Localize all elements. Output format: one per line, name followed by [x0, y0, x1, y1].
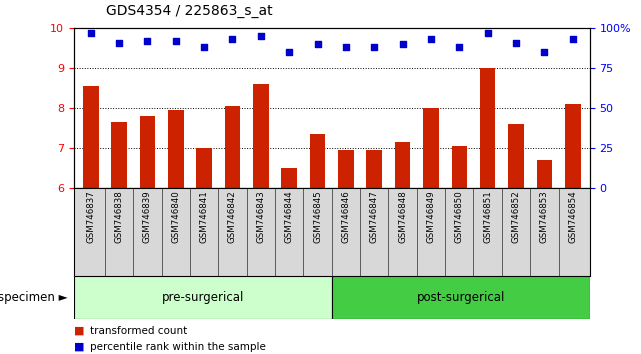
Text: ■: ■: [74, 342, 84, 352]
Point: [511, 40, 521, 46]
Text: GSM746848: GSM746848: [398, 190, 407, 243]
Text: GSM746851: GSM746851: [483, 190, 492, 243]
Bar: [480, 68, 495, 188]
Point: [397, 41, 408, 47]
Bar: [140, 116, 155, 188]
Bar: [395, 142, 410, 188]
Bar: [112, 122, 127, 188]
Bar: [83, 86, 99, 188]
Bar: [332, 276, 590, 319]
Point: [454, 45, 465, 50]
Text: GSM746843: GSM746843: [256, 190, 265, 243]
Point: [341, 45, 351, 50]
Point: [228, 37, 238, 42]
Bar: [565, 104, 581, 188]
Bar: [451, 146, 467, 188]
Text: GSM746846: GSM746846: [342, 190, 351, 243]
Bar: [338, 150, 354, 188]
Bar: [423, 108, 438, 188]
Bar: [281, 168, 297, 188]
Text: ■: ■: [74, 326, 84, 336]
Bar: [310, 134, 326, 188]
Text: percentile rank within the sample: percentile rank within the sample: [90, 342, 265, 352]
Text: GSM746837: GSM746837: [87, 190, 96, 243]
Bar: [367, 150, 382, 188]
Point: [86, 30, 96, 36]
Text: GSM746840: GSM746840: [171, 190, 180, 243]
Text: GSM746842: GSM746842: [228, 190, 237, 243]
Point: [171, 38, 181, 44]
Bar: [225, 106, 240, 188]
Text: transformed count: transformed count: [90, 326, 187, 336]
Point: [312, 41, 322, 47]
Text: specimen ►: specimen ►: [0, 291, 67, 304]
Text: GSM746845: GSM746845: [313, 190, 322, 243]
Text: pre-surgerical: pre-surgerical: [162, 291, 244, 304]
Point: [483, 30, 493, 36]
Point: [114, 40, 124, 46]
Text: GSM746849: GSM746849: [426, 190, 435, 243]
Text: GSM746852: GSM746852: [512, 190, 520, 243]
Point: [284, 50, 294, 55]
Text: GSM746839: GSM746839: [143, 190, 152, 243]
Bar: [74, 276, 332, 319]
Point: [199, 45, 209, 50]
Point: [539, 50, 549, 55]
Point: [567, 37, 578, 42]
Point: [256, 34, 266, 39]
Point: [369, 45, 379, 50]
Text: GSM746853: GSM746853: [540, 190, 549, 243]
Bar: [537, 160, 552, 188]
Text: GSM746847: GSM746847: [370, 190, 379, 243]
Text: GSM746854: GSM746854: [568, 190, 577, 243]
Text: GSM746838: GSM746838: [115, 190, 124, 243]
Text: post-surgerical: post-surgerical: [417, 291, 505, 304]
Text: GSM746844: GSM746844: [285, 190, 294, 243]
Bar: [508, 124, 524, 188]
Text: GSM746850: GSM746850: [455, 190, 464, 243]
Point: [142, 38, 153, 44]
Bar: [253, 84, 269, 188]
Text: GDS4354 / 225863_s_at: GDS4354 / 225863_s_at: [106, 4, 272, 18]
Bar: [168, 110, 183, 188]
Point: [426, 37, 436, 42]
Bar: [196, 148, 212, 188]
Text: GSM746841: GSM746841: [199, 190, 208, 243]
